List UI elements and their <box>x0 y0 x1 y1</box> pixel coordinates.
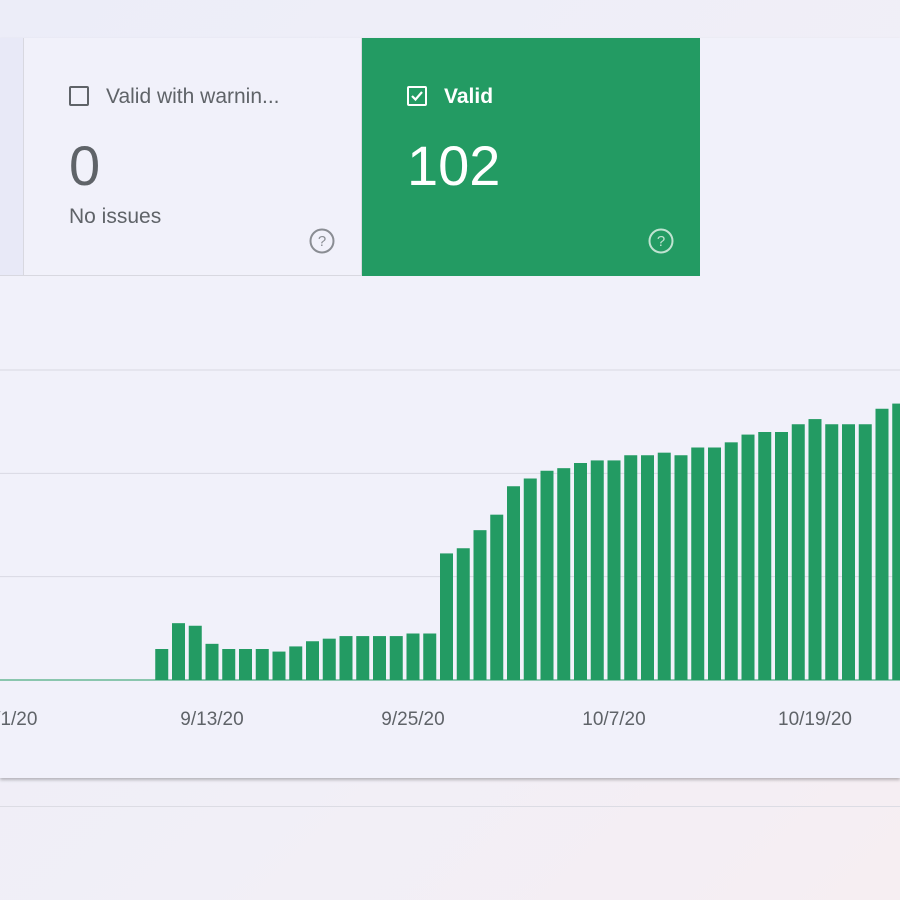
bar <box>875 408 889 680</box>
bar <box>607 460 621 680</box>
bar <box>557 468 571 680</box>
bar <box>708 447 721 680</box>
bar <box>423 633 437 680</box>
x-tick-label: 9/1/20 <box>0 709 37 730</box>
bar <box>272 651 286 680</box>
bar <box>540 470 554 680</box>
bar <box>239 649 252 680</box>
bar <box>674 455 688 680</box>
bar <box>356 636 370 680</box>
bar <box>842 424 855 680</box>
bar <box>406 633 420 680</box>
card-value: 102 <box>407 134 501 197</box>
bar <box>289 646 303 680</box>
card-warnings[interactable]: Valid with warnin... 0 No issues ? <box>24 38 362 276</box>
x-tick-label: 10/19/20 <box>778 709 852 730</box>
bar <box>373 636 386 680</box>
bar <box>490 514 504 680</box>
bar <box>758 432 772 680</box>
svg-text:?: ? <box>318 233 326 250</box>
bar <box>825 424 839 680</box>
bar <box>473 530 487 680</box>
bar <box>624 455 638 680</box>
x-tick-label: 10/7/20 <box>582 709 645 730</box>
bar <box>523 478 537 680</box>
card-value: 0 <box>69 134 101 197</box>
bar <box>775 432 788 680</box>
bar <box>691 447 705 680</box>
card-label: Valid with warnin... <box>106 85 280 108</box>
bar <box>724 442 738 680</box>
bar <box>322 638 336 680</box>
bar <box>172 623 185 680</box>
bar <box>791 424 805 680</box>
bar <box>590 460 604 680</box>
bar <box>222 649 236 680</box>
checkbox[interactable] <box>69 86 89 106</box>
bar <box>339 636 353 680</box>
svg-text:?: ? <box>657 233 665 250</box>
x-tick-label: 9/25/20 <box>381 709 444 730</box>
bar <box>741 434 755 680</box>
bar <box>808 419 822 680</box>
bar <box>657 452 671 680</box>
bar <box>892 403 900 680</box>
bar <box>389 636 403 680</box>
bar <box>641 455 654 680</box>
bar <box>255 649 269 680</box>
bar <box>188 625 202 680</box>
help-icon[interactable]: ? <box>309 228 335 254</box>
bar <box>858 424 872 680</box>
x-tick-label: 9/13/20 <box>180 709 243 730</box>
card-label: Valid <box>444 85 494 108</box>
bar <box>440 553 453 680</box>
checkbox[interactable] <box>407 86 427 106</box>
bar <box>507 486 520 680</box>
card-subtitle: No issues <box>69 205 162 228</box>
bar <box>155 649 169 680</box>
bar <box>456 548 470 680</box>
divider <box>0 806 900 807</box>
bar <box>306 641 319 680</box>
help-icon[interactable]: ? <box>648 228 674 254</box>
bar <box>574 463 587 680</box>
bar <box>205 643 219 680</box>
card-valid[interactable]: Valid 102 ? <box>362 38 700 276</box>
card-partial[interactable] <box>0 38 24 276</box>
